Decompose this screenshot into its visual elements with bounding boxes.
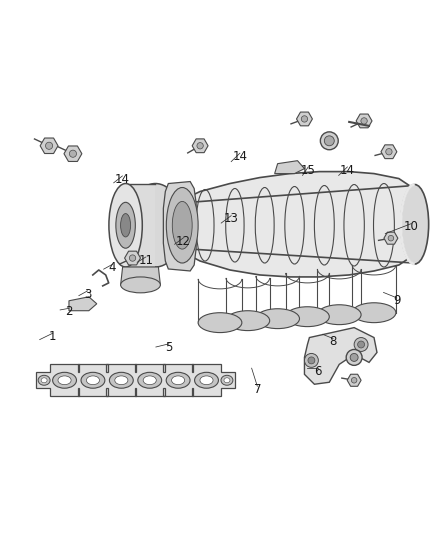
Text: 7: 7 — [254, 383, 261, 396]
Ellipse shape — [127, 183, 183, 267]
Polygon shape — [64, 146, 82, 161]
Polygon shape — [297, 112, 312, 126]
Text: 1: 1 — [49, 330, 57, 343]
Ellipse shape — [172, 376, 185, 385]
Polygon shape — [40, 138, 58, 154]
Text: 12: 12 — [176, 235, 191, 247]
Ellipse shape — [301, 116, 307, 122]
Ellipse shape — [197, 143, 203, 149]
Ellipse shape — [286, 307, 329, 327]
Ellipse shape — [198, 313, 242, 333]
Ellipse shape — [354, 337, 368, 351]
Ellipse shape — [256, 309, 300, 329]
Ellipse shape — [224, 378, 230, 383]
Polygon shape — [304, 328, 377, 384]
Polygon shape — [381, 145, 397, 159]
Ellipse shape — [46, 142, 53, 149]
Ellipse shape — [386, 149, 392, 155]
Polygon shape — [165, 172, 417, 277]
Ellipse shape — [361, 118, 367, 124]
Polygon shape — [347, 374, 361, 386]
Ellipse shape — [166, 188, 198, 263]
Ellipse shape — [352, 303, 396, 322]
Ellipse shape — [194, 373, 219, 388]
Ellipse shape — [351, 377, 357, 383]
Text: 14: 14 — [340, 164, 355, 176]
Polygon shape — [69, 297, 97, 311]
Ellipse shape — [109, 183, 142, 267]
Text: 4: 4 — [109, 261, 116, 274]
Ellipse shape — [53, 373, 77, 388]
Ellipse shape — [200, 376, 213, 385]
Ellipse shape — [357, 341, 364, 348]
Ellipse shape — [143, 376, 156, 385]
Ellipse shape — [226, 311, 270, 330]
Ellipse shape — [120, 214, 131, 237]
Polygon shape — [120, 267, 160, 285]
Ellipse shape — [69, 150, 77, 157]
Ellipse shape — [129, 255, 136, 261]
Ellipse shape — [172, 201, 192, 249]
Ellipse shape — [58, 376, 71, 385]
Text: 11: 11 — [138, 254, 153, 266]
Ellipse shape — [221, 375, 233, 385]
Ellipse shape — [115, 376, 128, 385]
Polygon shape — [163, 182, 196, 271]
Ellipse shape — [388, 236, 394, 241]
Ellipse shape — [41, 378, 47, 383]
Ellipse shape — [159, 188, 185, 263]
Ellipse shape — [120, 277, 160, 293]
Polygon shape — [124, 251, 141, 265]
Ellipse shape — [304, 353, 318, 367]
Polygon shape — [356, 114, 372, 128]
Text: 2: 2 — [65, 305, 73, 318]
Polygon shape — [384, 232, 398, 244]
Ellipse shape — [324, 136, 334, 146]
Text: 15: 15 — [301, 164, 316, 176]
Polygon shape — [36, 365, 235, 396]
Polygon shape — [192, 139, 208, 152]
Ellipse shape — [110, 373, 133, 388]
Ellipse shape — [138, 373, 162, 388]
Text: 8: 8 — [329, 335, 337, 348]
Text: 14: 14 — [233, 150, 247, 163]
Ellipse shape — [346, 350, 362, 365]
Text: 3: 3 — [84, 287, 91, 301]
Ellipse shape — [320, 132, 338, 150]
Ellipse shape — [350, 353, 358, 361]
Polygon shape — [275, 160, 304, 174]
Ellipse shape — [318, 305, 361, 325]
Text: 6: 6 — [314, 365, 322, 378]
Polygon shape — [126, 183, 155, 267]
Text: 14: 14 — [115, 173, 130, 185]
Text: 10: 10 — [404, 220, 419, 233]
Ellipse shape — [81, 373, 105, 388]
Text: 5: 5 — [165, 341, 173, 353]
Ellipse shape — [308, 357, 315, 364]
Text: 13: 13 — [224, 212, 239, 225]
Ellipse shape — [401, 184, 429, 264]
Text: 9: 9 — [393, 294, 400, 308]
Ellipse shape — [38, 375, 50, 385]
Ellipse shape — [86, 376, 99, 385]
Ellipse shape — [116, 203, 135, 248]
Ellipse shape — [166, 373, 190, 388]
